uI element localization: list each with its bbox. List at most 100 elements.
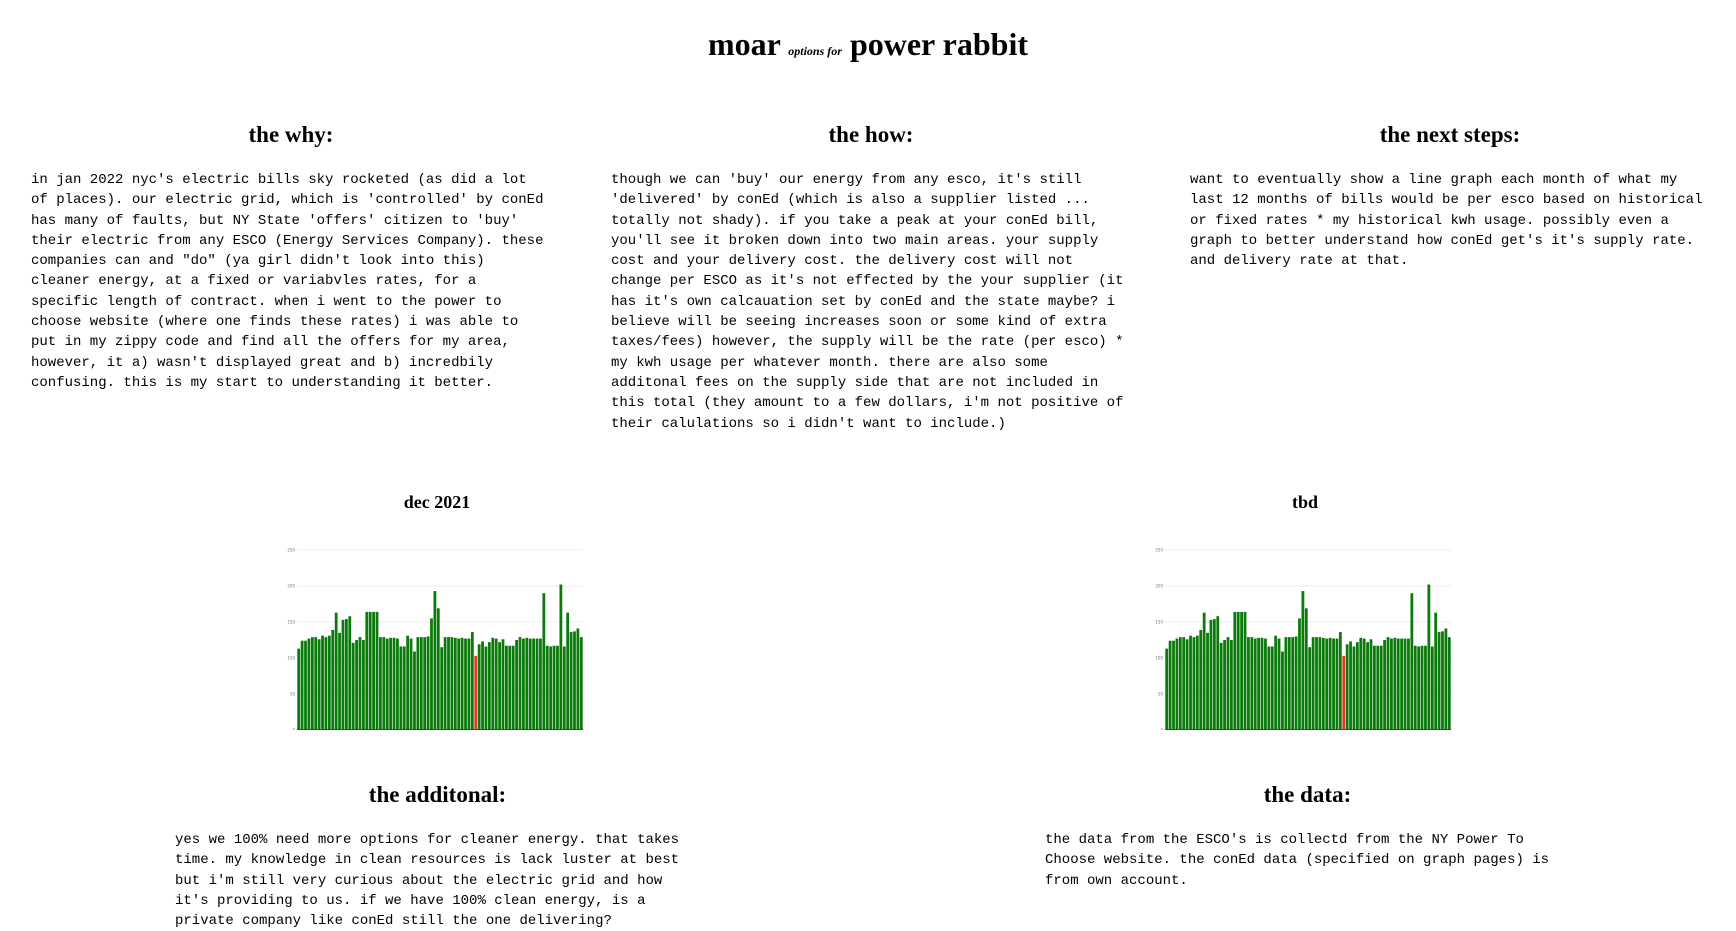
bar — [1264, 638, 1267, 730]
bar — [481, 641, 484, 730]
bar — [491, 637, 495, 730]
bar — [433, 591, 437, 730]
bar — [1396, 638, 1400, 730]
section-additional-heading: the additonal: — [368, 782, 507, 807]
bar — [1355, 642, 1359, 730]
bar — [297, 648, 301, 730]
bar — [416, 637, 420, 730]
bar — [518, 637, 522, 730]
section-why-heading: the why: — [248, 122, 334, 147]
chart-right: tbd — [1155, 492, 1455, 513]
bar — [1400, 638, 1404, 730]
bar — [382, 637, 386, 730]
bar — [344, 619, 348, 730]
bar — [573, 631, 576, 730]
bar — [450, 637, 454, 730]
bar — [1247, 637, 1250, 730]
section-data-heading: the data: — [1263, 782, 1352, 807]
bar — [1308, 647, 1312, 730]
bar — [1240, 611, 1243, 730]
bar — [304, 640, 307, 730]
bar — [453, 637, 457, 730]
bar — [1250, 637, 1254, 730]
chart-left-image[interactable]: 0 50 100 150 200 250 — [287, 530, 587, 730]
bar — [542, 593, 546, 730]
section-next-heading: the next steps: — [1379, 122, 1521, 147]
bar — [1420, 645, 1424, 730]
bar — [515, 640, 518, 730]
bar — [423, 637, 427, 730]
bar — [430, 618, 433, 730]
bar — [1437, 632, 1441, 730]
bar — [379, 637, 382, 730]
bar-chart: 0 50 100 150 200 250 — [287, 548, 583, 730]
bar — [1430, 646, 1434, 730]
section-next-text: want to eventually show a line graph eac… — [1190, 172, 1703, 270]
bar — [522, 638, 525, 730]
title-small: options for — [788, 44, 842, 58]
bar — [566, 612, 570, 730]
bar — [1424, 645, 1427, 730]
bar — [1209, 619, 1213, 730]
bar — [569, 632, 573, 730]
bar — [1243, 611, 1247, 730]
bar — [1403, 638, 1407, 730]
bar — [419, 637, 423, 730]
bar — [1182, 637, 1186, 730]
bar — [1178, 637, 1182, 730]
bar — [385, 638, 389, 730]
section-data-text: the data from the ESCO's is collectd fro… — [1045, 832, 1550, 889]
bar — [436, 608, 440, 730]
bar — [1257, 637, 1261, 730]
chart-left-label: dec 2021 — [403, 492, 471, 512]
bar — [556, 645, 559, 730]
bar-highlight — [1342, 655, 1346, 730]
bar — [1301, 591, 1305, 730]
bar — [484, 646, 488, 730]
section-how-text: though we can 'buy' our energy from any … — [611, 172, 1124, 432]
y-tick-label: 100 — [1155, 656, 1163, 661]
bar — [539, 638, 542, 730]
bar — [327, 635, 331, 730]
bar — [389, 637, 393, 730]
bar — [1362, 638, 1366, 730]
bar — [402, 646, 406, 730]
bar — [338, 632, 341, 730]
bar — [545, 645, 549, 730]
bar — [317, 639, 321, 730]
bar — [1325, 638, 1329, 730]
section-why: the why: in jan 2022 nyc's electric bill… — [31, 122, 551, 393]
bar — [1407, 638, 1410, 730]
bar — [511, 645, 515, 730]
bar — [1335, 638, 1339, 730]
bar — [440, 647, 444, 730]
y-tick-label: 0 — [1160, 728, 1163, 731]
bar-highlight — [474, 655, 478, 730]
bar — [494, 638, 498, 730]
bar — [562, 646, 566, 730]
bar — [1260, 637, 1264, 730]
bar — [321, 635, 324, 730]
bar — [1383, 640, 1386, 730]
bar — [447, 637, 450, 730]
bar — [1390, 638, 1393, 730]
bar — [1206, 632, 1209, 730]
bar — [1219, 642, 1223, 730]
bar — [1281, 651, 1284, 730]
bar — [1168, 640, 1172, 730]
bar — [1270, 646, 1274, 730]
bar — [1413, 645, 1417, 730]
bar — [457, 638, 461, 730]
y-tick-label: 200 — [287, 584, 295, 589]
bar — [1352, 646, 1356, 730]
bar — [525, 637, 529, 730]
page-title: moar options for power rabbit — [0, 26, 1736, 63]
title-main-2: power rabbit — [849, 26, 1029, 62]
chart-right-image[interactable]: 0 50 100 150 200 250 — [1155, 530, 1455, 730]
bar — [532, 638, 536, 730]
bar — [310, 637, 314, 730]
bar — [477, 644, 481, 730]
title-main-1: moar — [707, 26, 781, 62]
bar — [1175, 638, 1179, 730]
bar — [348, 616, 352, 730]
